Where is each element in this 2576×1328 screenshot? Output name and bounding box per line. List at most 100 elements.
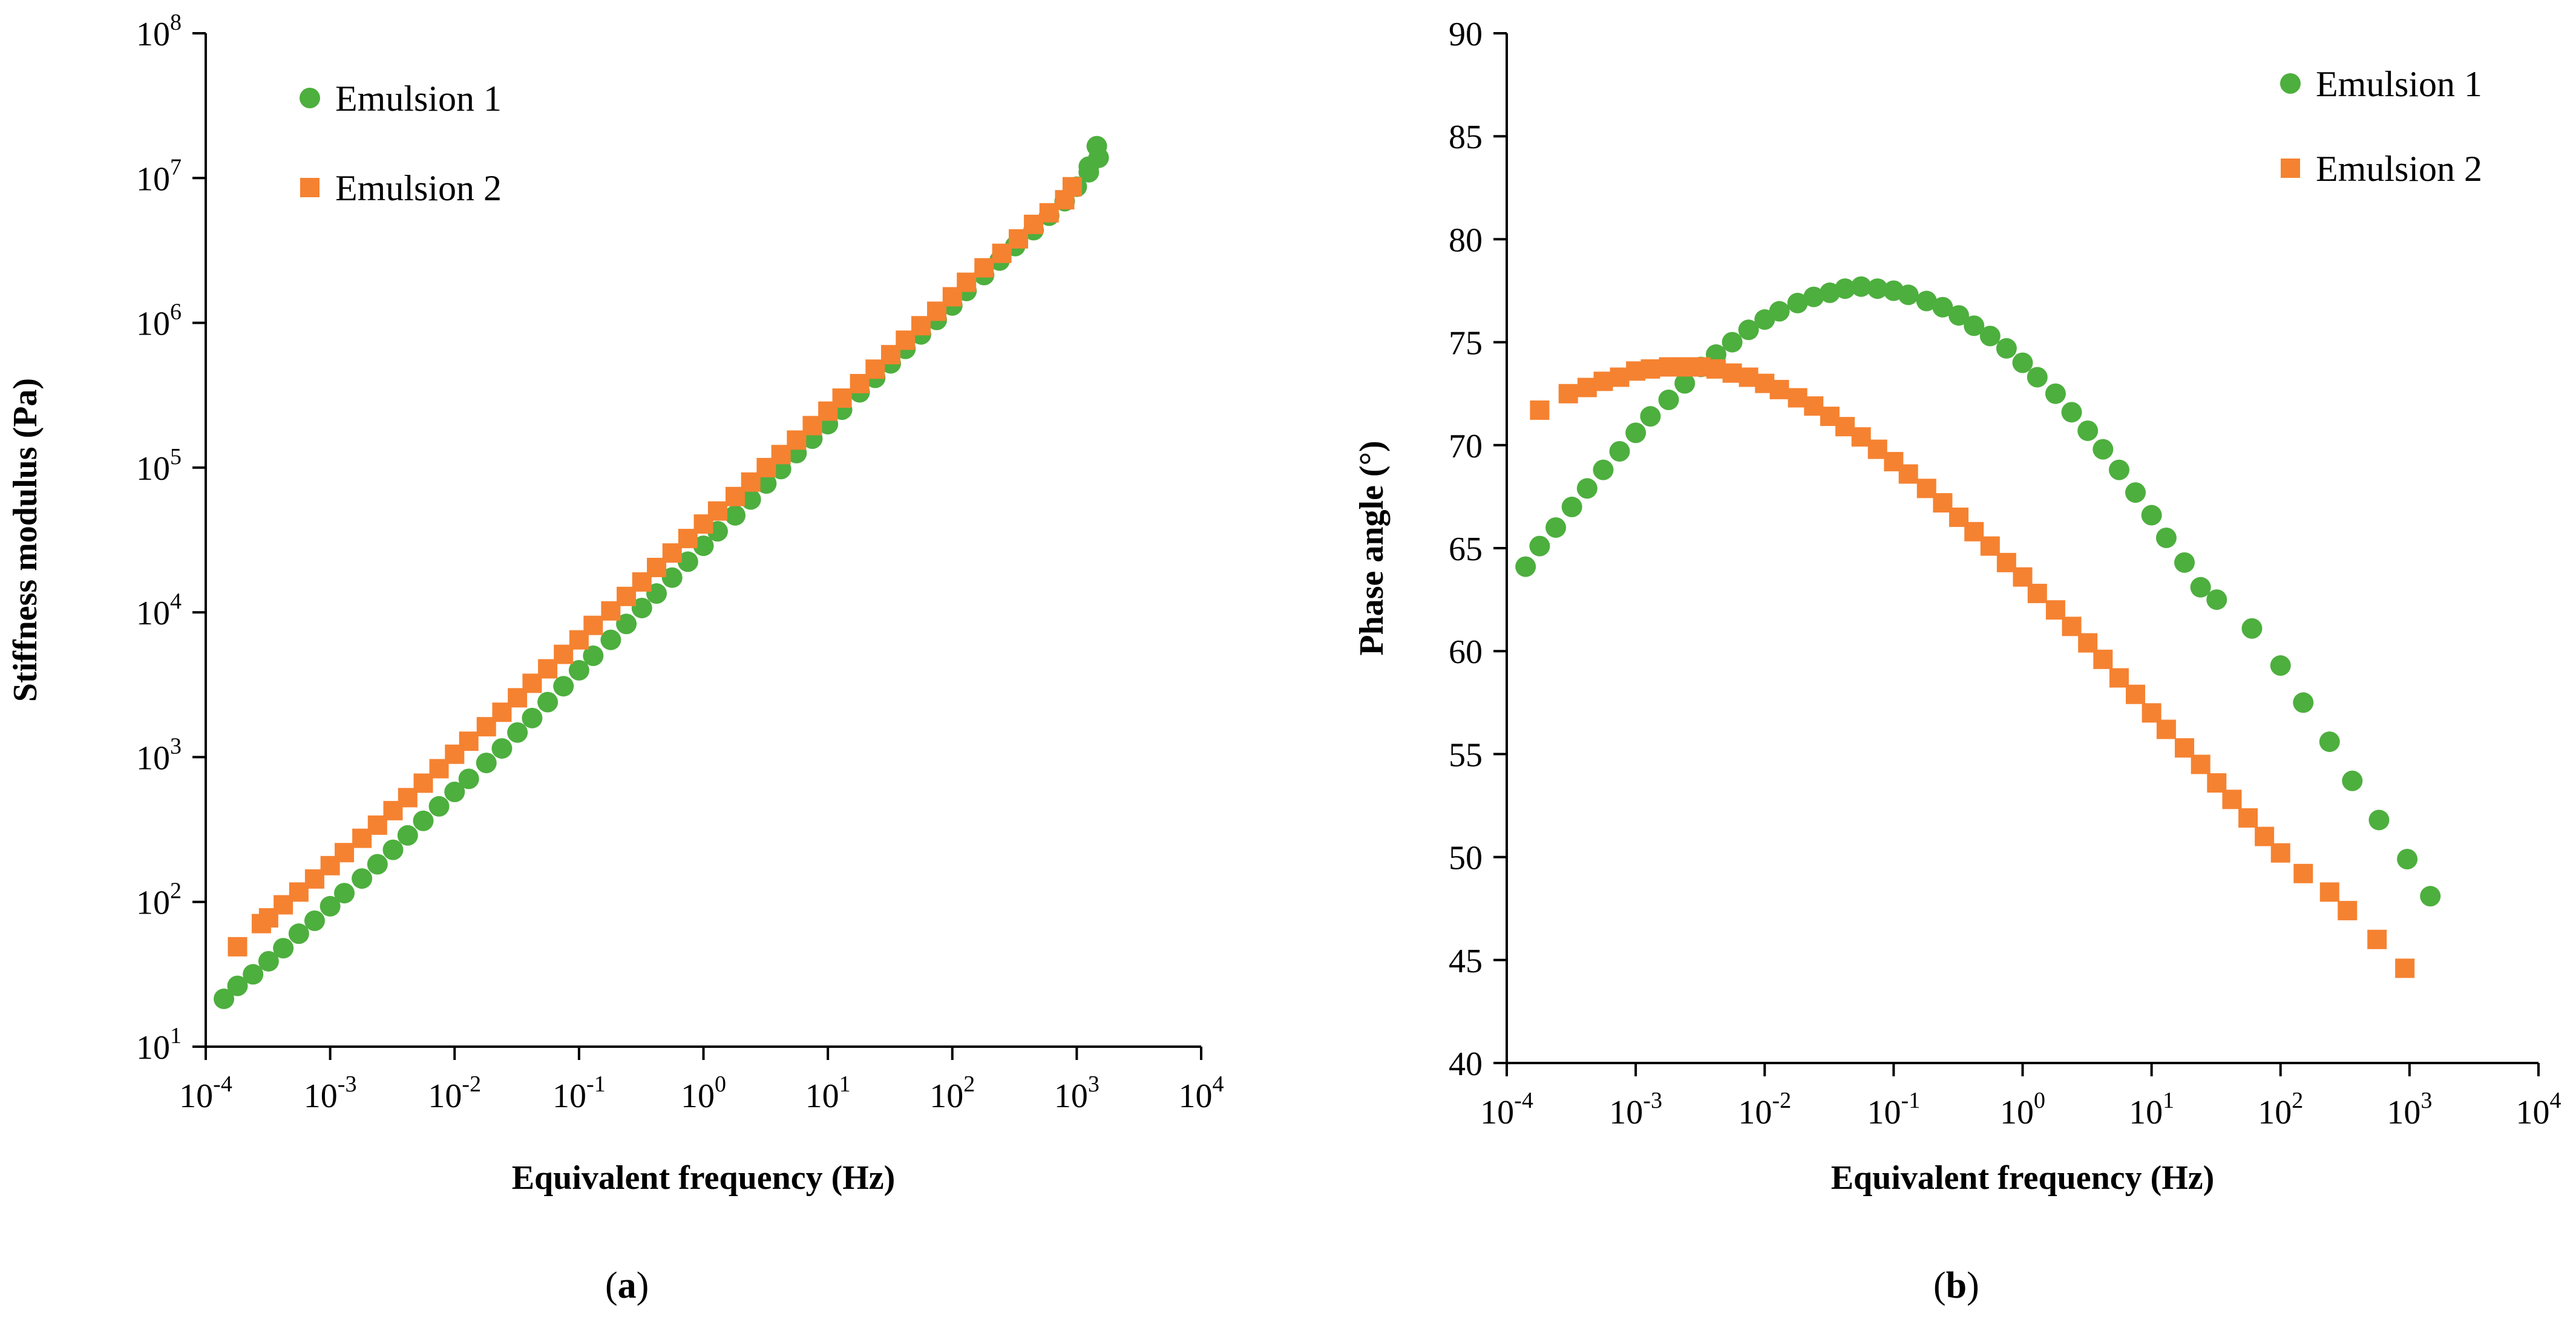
chart-panel-b: 10-4 10-3 10-2 10-1 100 101 102 103 104 40 45 50 55 6… xyxy=(1289,0,2576,1328)
emulsion-1-point xyxy=(2061,402,2082,423)
stiffness-chart: 10-4 10-3 10-2 10-1 100 101 102 103 104 101 102 103… xyxy=(7,10,1224,1197)
emulsion-1-point xyxy=(243,964,264,985)
y-tick-label: 102 xyxy=(136,878,182,922)
emulsion-2-point xyxy=(1769,379,1789,399)
legend-a: Emulsion 1 Emulsion 2 xyxy=(300,79,502,208)
y-tick-label: 70 xyxy=(1449,428,1483,465)
emulsion-1-point xyxy=(1674,373,1696,394)
emulsion-1-point xyxy=(2241,618,2263,639)
x-axis-title: Equivalent frequency (Hz) xyxy=(1831,1159,2215,1197)
emulsion-1-point xyxy=(2293,692,2314,713)
legend-label-emulsion-1: Emulsion 1 xyxy=(335,79,502,119)
emulsion-1-point xyxy=(1561,496,1582,517)
emulsion-2-point xyxy=(992,243,1012,263)
emulsion-1-point xyxy=(1803,286,1824,307)
emulsion-2-point xyxy=(2109,668,2129,688)
emulsion-1-point xyxy=(1078,156,1100,177)
emulsion-1-point xyxy=(288,923,309,944)
emulsion-1-point xyxy=(413,810,434,831)
emulsion-1-point xyxy=(1738,319,1759,341)
emulsion-1-point xyxy=(740,489,761,510)
emulsion-2-point xyxy=(2207,773,2227,793)
y-tick-label: 107 xyxy=(136,154,182,198)
x-tick-label: 10-1 xyxy=(1867,1088,1921,1131)
emulsion-2-point xyxy=(2062,617,2082,636)
emulsion-1-point xyxy=(1769,301,1790,322)
emulsion-1-point xyxy=(1787,292,1808,313)
emulsion-2-point xyxy=(2078,633,2098,653)
x-tick-label: 10-2 xyxy=(428,1071,481,1115)
emulsion-1-point xyxy=(631,597,652,618)
x-tick-label: 103 xyxy=(1054,1071,1100,1115)
emulsion-1-point xyxy=(1529,535,1550,557)
emulsion-1-point xyxy=(334,883,355,904)
x-axis-title: Equivalent frequency (Hz) xyxy=(512,1159,896,1197)
emulsion-2-point xyxy=(2367,929,2387,949)
emulsion-2-point xyxy=(2156,719,2176,739)
emulsion-1-point xyxy=(583,645,604,666)
emulsion-1-point xyxy=(2190,577,2211,598)
emulsion-2-point xyxy=(2093,649,2113,669)
legend-marker-emulsion-2 xyxy=(300,178,320,197)
emulsion-1-point xyxy=(1658,389,1679,410)
emulsion-1-point xyxy=(2012,352,2033,373)
emulsion-1-point xyxy=(2027,367,2048,388)
y-tick-label: 101 xyxy=(136,1023,182,1067)
emulsion-1-point xyxy=(2155,527,2177,548)
emulsion-2-point xyxy=(2338,901,2358,921)
emulsion-1-point xyxy=(352,868,373,889)
x-tick-label: 102 xyxy=(2258,1088,2303,1131)
axes-a: 10-4 10-3 10-2 10-1 100 101 102 103 104 101 102 103… xyxy=(7,10,1224,1197)
emulsion-1-point xyxy=(616,613,637,635)
emulsion-1-point xyxy=(2108,459,2129,480)
emulsion-2-point xyxy=(2238,808,2258,828)
y-tick-label: 65 xyxy=(1449,531,1483,568)
y-tick-label: 75 xyxy=(1449,325,1483,362)
emulsion-1-point xyxy=(214,988,235,1009)
emulsion-2-point xyxy=(2293,863,2313,883)
emulsion-2-point xyxy=(2222,790,2242,810)
emulsion-2-point xyxy=(2191,754,2211,774)
emulsion-2-point xyxy=(2395,958,2415,978)
emulsion-1-point xyxy=(677,551,698,572)
emulsion-1-point xyxy=(1835,278,1856,299)
emulsion-2-point xyxy=(2270,843,2290,863)
emulsion-2-point xyxy=(2142,703,2161,723)
emulsion-1-point xyxy=(522,707,543,728)
x-tick-label: 103 xyxy=(2387,1088,2432,1131)
emulsion-1-point xyxy=(693,535,714,557)
emulsion-1-point xyxy=(1086,136,1107,157)
x-tick-label: 10-2 xyxy=(1738,1088,1791,1131)
emulsion-2-point xyxy=(1980,536,2000,556)
y-tick-label: 45 xyxy=(1449,943,1483,980)
x-tick-label: 10-1 xyxy=(552,1071,606,1115)
emulsion-2-point xyxy=(1722,363,1742,383)
emulsion-1-point xyxy=(2077,420,2099,441)
emulsion-2-point xyxy=(2255,826,2275,846)
emulsion-1-point xyxy=(458,768,479,790)
emulsion-1-point xyxy=(1996,338,2017,359)
emulsion-2-point xyxy=(459,731,479,751)
x-tick-label: 10-3 xyxy=(1609,1088,1662,1131)
emulsion-2-point xyxy=(2125,684,2145,704)
emulsion-1-point xyxy=(382,839,404,860)
y-tick-label: 50 xyxy=(1449,840,1483,877)
emulsion-2-point xyxy=(1062,177,1082,197)
emulsion-2-point xyxy=(1558,384,1578,404)
emulsion-1-point xyxy=(1545,517,1567,538)
x-tick-label: 104 xyxy=(2516,1088,2561,1131)
phase-angle-chart: 10-4 10-3 10-2 10-1 100 101 102 103 104 40 45 50 55 6… xyxy=(1353,16,2561,1197)
y-tick-label: 103 xyxy=(136,733,182,777)
emulsion-1-point xyxy=(1932,296,1953,318)
emulsion-1-point xyxy=(1515,556,1536,577)
emulsion-1-point xyxy=(2342,770,2363,791)
y-tick-label: 60 xyxy=(1449,633,1483,671)
marks-b xyxy=(1515,276,2441,978)
legend-marker-emulsion-1 xyxy=(2280,73,2301,94)
emulsion-1-point xyxy=(273,938,294,959)
emulsion-1-point xyxy=(397,825,418,846)
axes-b: 10-4 10-3 10-2 10-1 100 101 102 103 104 40 45 50 55 6… xyxy=(1353,16,2561,1197)
emulsion-2-point xyxy=(707,501,727,521)
emulsion-2-point xyxy=(1640,359,1660,379)
x-tick-label: 10-3 xyxy=(304,1071,357,1115)
